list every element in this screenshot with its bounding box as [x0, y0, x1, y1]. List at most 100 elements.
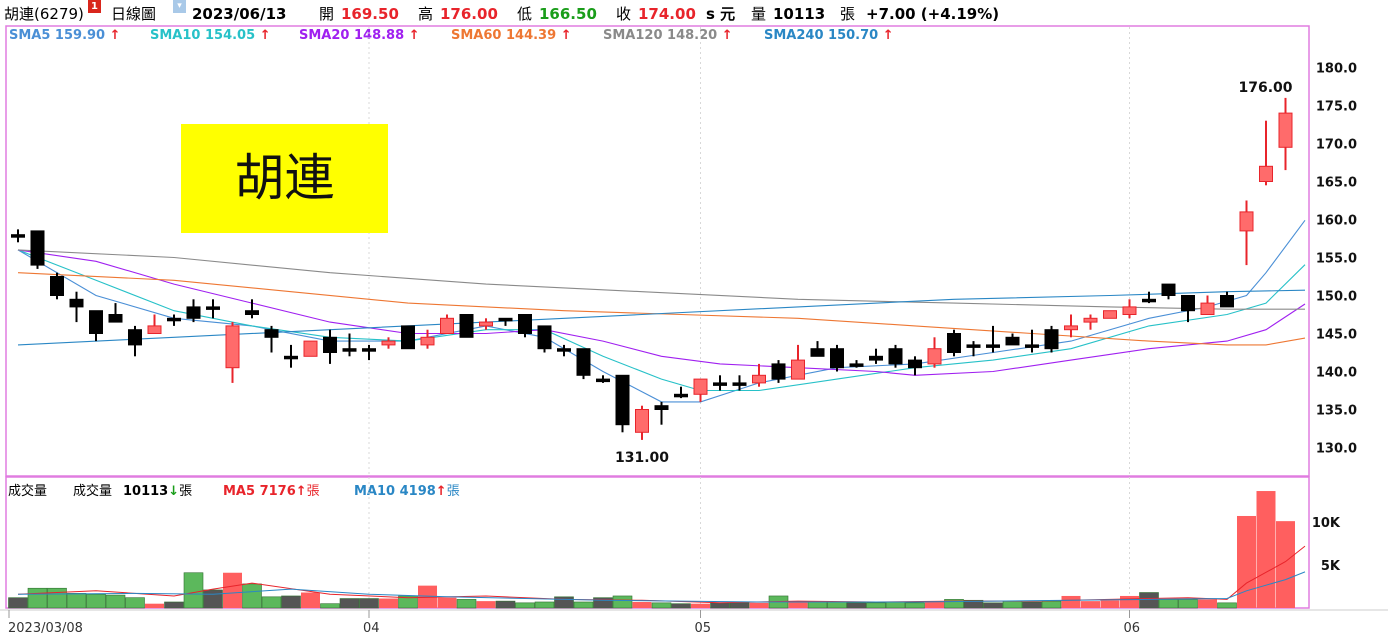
- volume-bar: [925, 601, 944, 608]
- up-candle: [1103, 310, 1117, 319]
- down-candle: [771, 360, 786, 383]
- candle-body: [1161, 283, 1176, 297]
- volume-bar: [573, 601, 594, 609]
- price-tick-label: 150.0: [1316, 290, 1357, 305]
- down-candle: [264, 325, 279, 353]
- volume-bar: [183, 572, 204, 609]
- volume-legend-value[interactable]: 10113↓張: [123, 484, 193, 499]
- down-candle: [284, 344, 298, 368]
- volume-bar: [1022, 601, 1042, 609]
- high-label: 高: [418, 5, 434, 23]
- candle-body: [1064, 325, 1078, 331]
- volume-bar: [1120, 595, 1139, 608]
- close-label: 收: [616, 5, 632, 23]
- price-extreme-label: 131.00: [615, 450, 669, 466]
- down-candle: [1220, 291, 1234, 308]
- candle-body: [752, 374, 766, 384]
- candle-body: [108, 314, 123, 323]
- volume-bar: [963, 599, 984, 609]
- volume-bar: [320, 603, 340, 609]
- up-candle: [1083, 314, 1098, 330]
- up-candle: [420, 329, 435, 349]
- candle-body: [128, 329, 142, 346]
- volume-bar: [164, 601, 184, 609]
- volume-bar: [710, 602, 730, 609]
- candle-body: [459, 314, 474, 338]
- period-label[interactable]: 日線圖: [111, 5, 157, 23]
- down-candle: [323, 329, 337, 364]
- volume-legend-ma5[interactable]: MA5 7176↑張: [223, 484, 320, 499]
- price-tick-label: 145.0: [1316, 328, 1357, 343]
- volume-bar: [515, 602, 535, 609]
- candle-body: [1200, 302, 1215, 316]
- candle-body: [654, 405, 669, 411]
- volume-legend-ma10[interactable]: MA10 4198↑張: [354, 484, 460, 499]
- up-candle: [479, 318, 493, 330]
- up-candle: [303, 340, 318, 357]
- volume-bar: [632, 601, 652, 608]
- candle-body: [791, 359, 805, 380]
- volume-bar: [379, 598, 398, 608]
- volume-value: 10113: [773, 5, 826, 23]
- down-candle: [1181, 295, 1195, 323]
- candle-body: [167, 317, 181, 322]
- candle-body: [323, 336, 337, 353]
- candle-body: [927, 348, 942, 365]
- volume-bar: [788, 601, 808, 608]
- candle-body: [342, 348, 357, 352]
- up-candle: [225, 322, 240, 383]
- sma-line-sma120: [17, 249, 1305, 310]
- down-candle: [908, 356, 922, 376]
- volume-bar: [437, 597, 457, 608]
- candle-body: [615, 374, 630, 426]
- candle-body: [596, 378, 610, 383]
- chevron-down-icon[interactable]: ▾: [173, 0, 186, 13]
- down-candle: [576, 348, 591, 380]
- volume-panel-title: 成交量: [8, 484, 48, 499]
- legend-sma5[interactable]: SMA5 159.90 ↑: [9, 28, 121, 43]
- volume-bar: [827, 601, 847, 609]
- volume-bar: [944, 599, 964, 609]
- volume-bar: [671, 603, 691, 609]
- legend-sma20[interactable]: SMA20 148.88 ↑: [299, 28, 420, 43]
- down-candle: [459, 314, 474, 338]
- volume-bar: [846, 602, 867, 609]
- candle-body: [147, 325, 162, 334]
- candle-body: [557, 348, 571, 352]
- volume-bar: [203, 589, 223, 609]
- candle-body: [693, 378, 708, 395]
- legend-sma60[interactable]: SMA60 144.39 ↑: [451, 28, 572, 43]
- volume-bar: [729, 602, 750, 609]
- candle-body: [713, 382, 727, 386]
- candle-body: [869, 355, 883, 361]
- down-candle: [869, 348, 883, 364]
- volume-bar: [866, 602, 886, 609]
- down-candle: [1005, 333, 1020, 346]
- legend-sma10[interactable]: SMA10 154.05 ↑: [150, 28, 271, 43]
- volume-bar: [1276, 521, 1295, 608]
- price-tick-label: 175.0: [1316, 100, 1357, 115]
- candle-body: [264, 329, 279, 338]
- candle-body: [1239, 211, 1254, 232]
- sma-line-sma60: [17, 272, 1306, 346]
- price-tick-label: 140.0: [1316, 366, 1357, 381]
- price-change: +7.00 (+4.19%): [866, 5, 1000, 23]
- legend-sma240[interactable]: SMA240 150.70 ↑: [764, 28, 894, 43]
- volume-bar: [1237, 515, 1256, 608]
- stock-name[interactable]: 胡連(6279): [4, 5, 84, 23]
- volume-bar: [534, 601, 555, 609]
- volume-bar: [125, 597, 145, 609]
- volume-bar: [651, 602, 672, 609]
- volume-bar: [301, 592, 320, 608]
- open-value: 169.50: [341, 5, 399, 23]
- down-candle: [69, 291, 84, 323]
- volume-bar: [1256, 491, 1276, 608]
- volume-bar: [1061, 595, 1081, 608]
- date-tick-label: 2023/03/08: [8, 621, 83, 636]
- up-candle: [1122, 299, 1137, 319]
- volume-bar: [807, 601, 828, 609]
- volume-bar: [1217, 602, 1237, 609]
- candle-body: [888, 348, 903, 365]
- legend-sma120[interactable]: SMA120 148.20 ↑: [603, 28, 733, 43]
